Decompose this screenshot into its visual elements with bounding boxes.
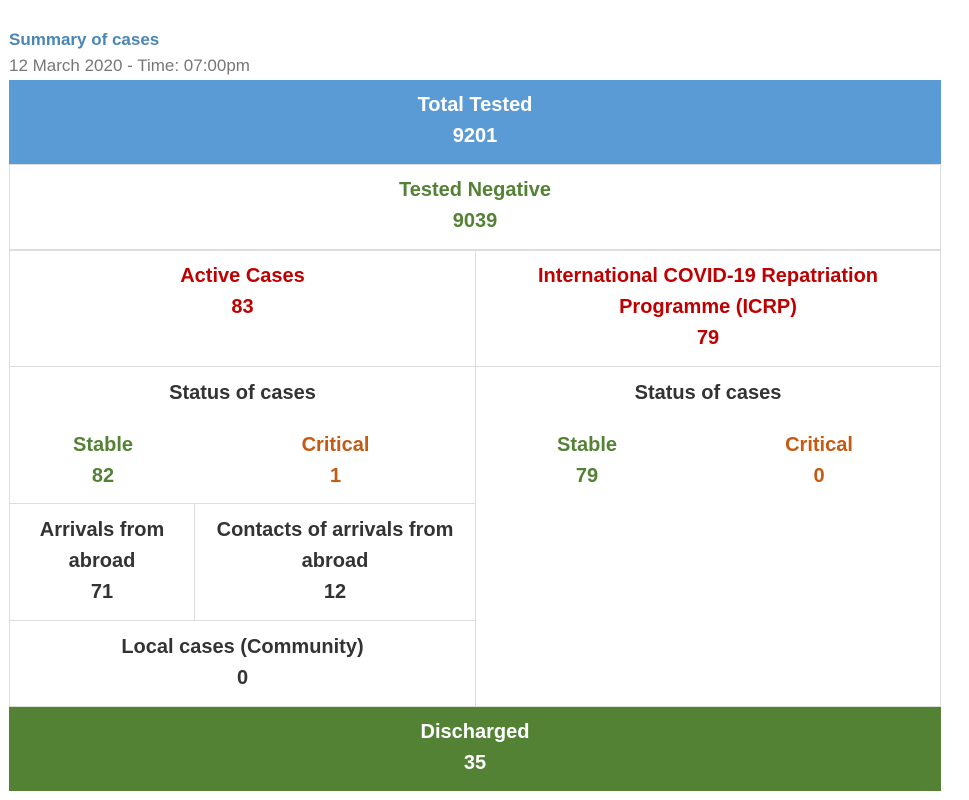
tested-negative-box: Tested Negative 9039 — [9, 164, 941, 250]
active-stable-value: 82 — [91, 465, 115, 487]
summary-timestamp: 12 March 2020 - Time: 07:00pm — [9, 56, 250, 75]
active-status-title: Status of cases — [169, 382, 316, 404]
tested-negative-value: 9039 — [452, 210, 498, 232]
active-cases-box: Active Cases 83 — [9, 250, 476, 367]
icrp-status-title: Status of cases — [634, 382, 782, 404]
icrp-critical-label: Critical — [785, 434, 853, 456]
icrp-status-box: Status of cases Stable 79 Critical 0 — [475, 366, 941, 707]
local-cases-value: 0 — [236, 667, 249, 689]
tested-negative-label: Tested Negative — [399, 179, 551, 201]
active-stable: Stable 82 — [10, 430, 196, 492]
icrp-box: International COVID-19 Repatriation Prog… — [475, 250, 941, 367]
arrivals-box: Arrivals from abroad 71 — [9, 503, 195, 621]
contacts-value: 12 — [323, 581, 347, 603]
icrp-value: 79 — [696, 327, 720, 349]
active-critical-value: 1 — [329, 465, 342, 487]
icrp-stable-label: Stable — [556, 434, 618, 456]
total-tested-value: 9201 — [452, 125, 498, 147]
contacts-box: Contacts of arrivals from abroad 12 — [194, 503, 476, 621]
arrivals-label-line1: Arrivals from — [39, 519, 165, 541]
icrp-label-line2: Programme (ICRP) — [619, 296, 797, 318]
active-cases-label: Active Cases — [180, 265, 305, 287]
local-cases-box: Local cases (Community) 0 — [9, 620, 476, 707]
discharged-value: 35 — [463, 752, 487, 774]
discharged-box: Discharged 35 — [9, 707, 941, 791]
icrp-stable-value: 79 — [575, 465, 599, 487]
icrp-critical: Critical 0 — [698, 430, 940, 492]
icrp-critical-value: 0 — [813, 465, 825, 487]
active-status-box: Status of cases Stable 82 Critical 1 — [9, 366, 476, 504]
icrp-stable: Stable 79 — [476, 430, 698, 492]
local-cases-label: Local cases (Community) — [121, 636, 364, 658]
active-critical: Critical 1 — [196, 430, 475, 492]
active-critical-label: Critical — [301, 434, 370, 456]
icrp-label-line1: International COVID-19 Repatriation — [537, 265, 879, 287]
total-tested-box: Total Tested 9201 — [9, 80, 941, 164]
active-cases-value: 83 — [231, 296, 254, 318]
summary-title: Summary of cases — [9, 30, 160, 49]
arrivals-value: 71 — [90, 581, 114, 603]
active-stable-label: Stable — [72, 434, 134, 456]
total-tested-label: Total Tested — [417, 94, 533, 116]
arrivals-label-line2: abroad — [68, 550, 136, 572]
discharged-label: Discharged — [420, 721, 530, 743]
contacts-label-line2: abroad — [301, 550, 369, 572]
contacts-label-line1: Contacts of arrivals from — [216, 519, 454, 541]
